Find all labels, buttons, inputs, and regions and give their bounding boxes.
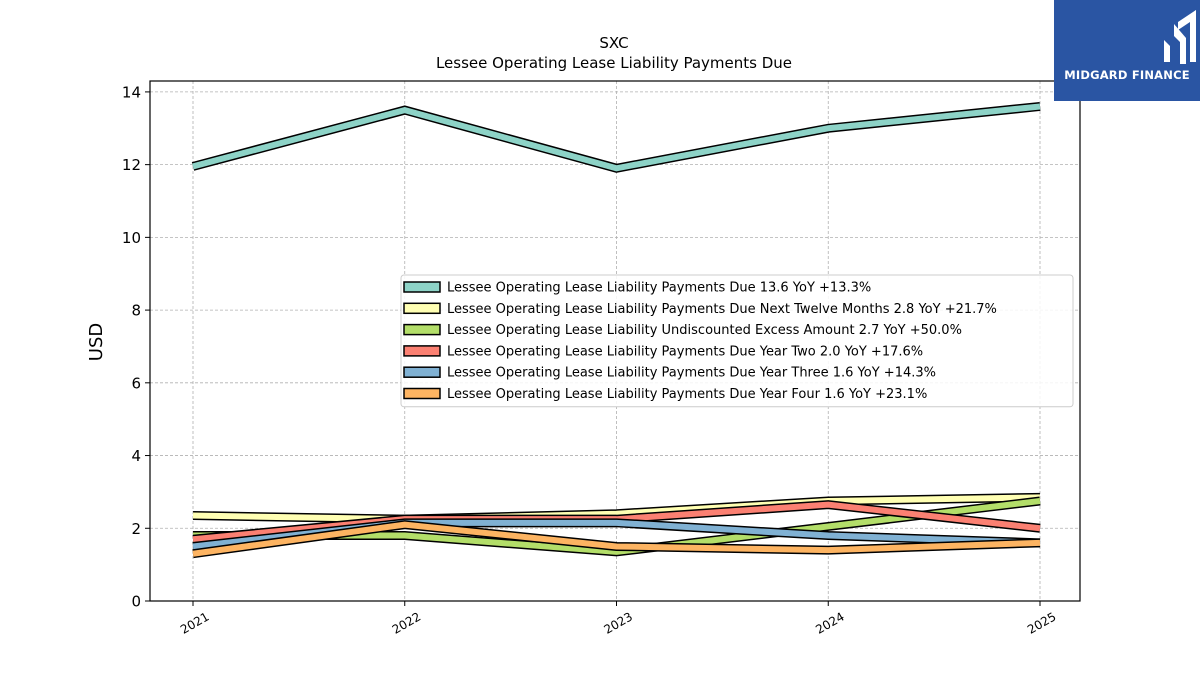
legend-label: Lessee Operating Lease Liability Payment… bbox=[447, 281, 871, 296]
x-tick-label: 2025 bbox=[1025, 609, 1058, 636]
x-tick-label: 2022 bbox=[390, 609, 423, 636]
legend-label: Lessee Operating Lease Liability Payment… bbox=[447, 302, 997, 317]
legend-swatch bbox=[403, 302, 441, 315]
y-tick-label: 12 bbox=[122, 156, 141, 174]
legend-swatch bbox=[403, 345, 441, 357]
legend-label: Lessee Operating Lease Liability Undisco… bbox=[447, 323, 962, 338]
y-tick-label: 2 bbox=[131, 520, 141, 538]
x-tick-label: 2023 bbox=[602, 609, 635, 636]
brand-mark-icon bbox=[1164, 10, 1196, 64]
series-lines bbox=[191, 101, 1041, 559]
y-tick-label: 0 bbox=[131, 593, 141, 611]
legend-swatch bbox=[403, 366, 441, 378]
y-tick-label: 8 bbox=[131, 302, 141, 320]
series-line bbox=[192, 494, 1041, 523]
legend[interactable]: Lessee Operating Lease Liability Payment… bbox=[400, 274, 1074, 408]
series-line bbox=[192, 521, 1041, 557]
y-tick-label: 4 bbox=[131, 447, 141, 465]
brand-name: MIDGARD FINANCE bbox=[1064, 68, 1190, 82]
series-line bbox=[192, 103, 1041, 172]
legend-swatch bbox=[403, 281, 441, 293]
brand-logo: MIDGARD FINANCE bbox=[1054, 0, 1200, 101]
legend-label: Lessee Operating Lease Liability Payment… bbox=[447, 344, 923, 359]
legend-label: Lessee Operating Lease Liability Payment… bbox=[447, 387, 927, 402]
x-tick-label: 2021 bbox=[178, 609, 211, 636]
y-axis-label: USD bbox=[86, 323, 107, 361]
x-tick-label: 2024 bbox=[813, 609, 846, 636]
legend-box bbox=[400, 274, 1074, 408]
chart-subtitle: Lessee Operating Lease Liability Payment… bbox=[436, 54, 792, 72]
legend-label: Lessee Operating Lease Liability Payment… bbox=[447, 366, 936, 381]
y-tick-label: 14 bbox=[122, 83, 141, 101]
legend-swatch bbox=[403, 387, 441, 400]
chart-title: SXC bbox=[599, 34, 628, 52]
plot-frame bbox=[149, 80, 1081, 602]
legend-swatch bbox=[403, 323, 441, 336]
y-tick-label: 10 bbox=[122, 229, 141, 247]
axes: 0 2 4 6 8 10 12 14 2021 2022 2023 2024 2025 bbox=[122, 80, 1081, 637]
y-tick-label: 6 bbox=[131, 374, 141, 392]
